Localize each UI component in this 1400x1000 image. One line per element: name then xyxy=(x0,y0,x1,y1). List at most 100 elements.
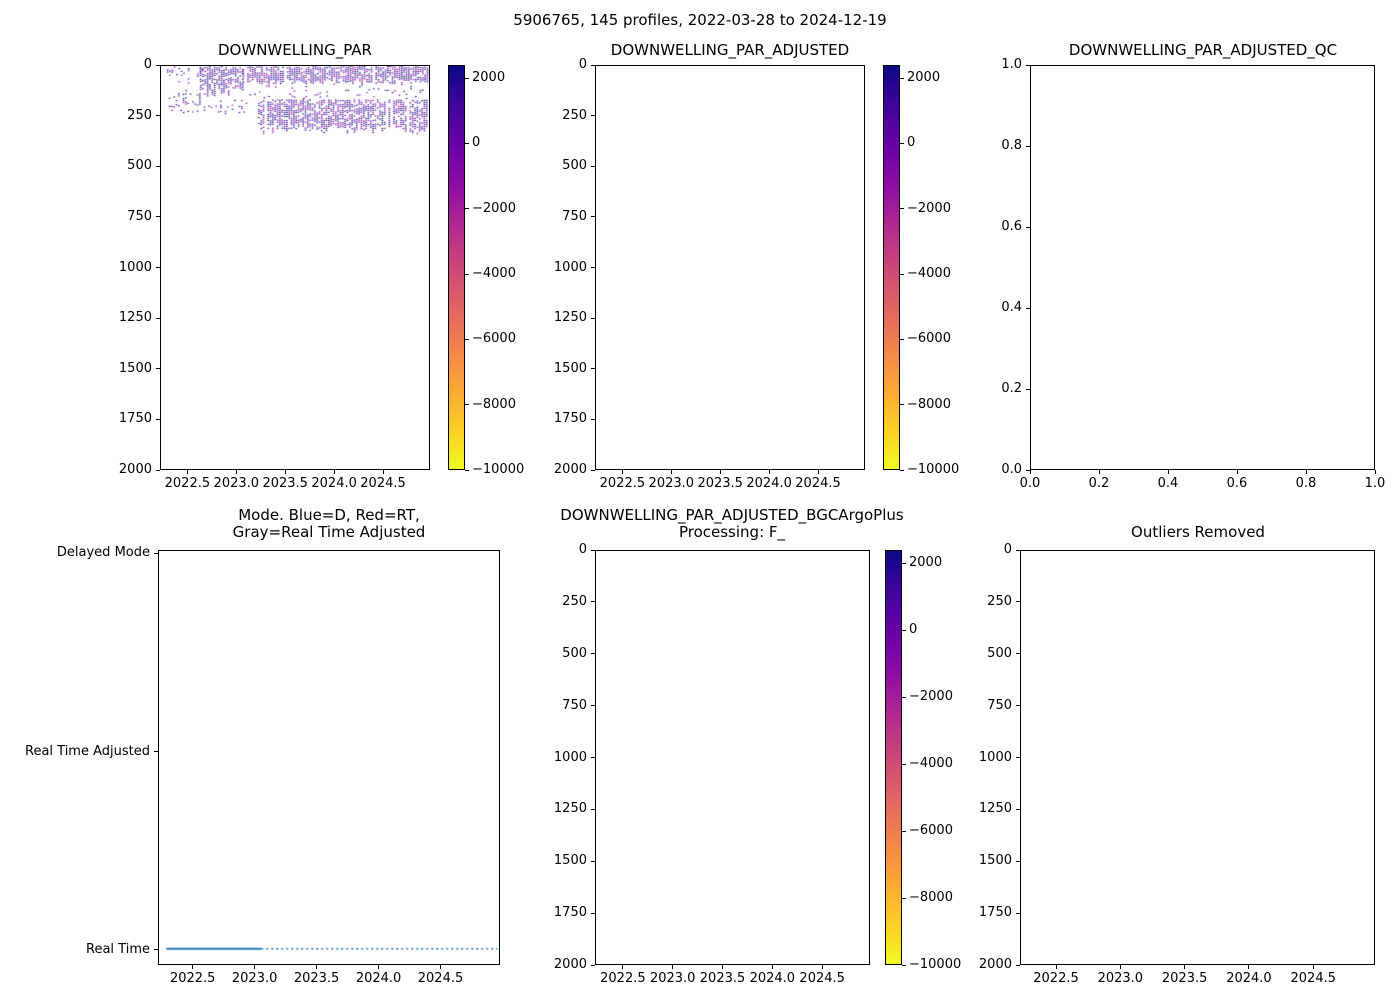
y-tick-mark xyxy=(591,653,595,655)
y-tick-mark xyxy=(591,115,595,117)
y-tick-mark xyxy=(1016,808,1020,810)
y-tick-mark xyxy=(1016,912,1020,914)
plot-area-downwelling-par-adjusted xyxy=(595,65,865,470)
subplot-title: DOWNWELLING_PAR_ADJUSTED_BGCArgoPlus Pro… xyxy=(432,507,1032,541)
y-tick-mark xyxy=(154,552,158,554)
colorbar-tick-mark xyxy=(902,696,906,698)
y-tick-mark xyxy=(1016,705,1020,707)
y-tick-mark xyxy=(154,949,158,951)
colorbar-tick-mark xyxy=(900,338,904,340)
subplot-title: DOWNWELLING_PAR xyxy=(218,41,372,59)
x-tick-mark xyxy=(254,965,256,969)
y-tick-mark xyxy=(156,317,160,319)
y-tick-mark xyxy=(154,751,158,753)
y-tick-label: 1500 xyxy=(978,853,1012,869)
x-tick-label: 0.8 xyxy=(1295,476,1317,491)
y-tick-label: 250 xyxy=(562,107,587,123)
y-tick-label: 1750 xyxy=(553,905,587,921)
y-tick-mark xyxy=(591,912,595,914)
x-tick-mark xyxy=(622,965,624,969)
y-tick-mark xyxy=(1016,964,1020,966)
y-tick-label: 0.2 xyxy=(1001,381,1022,396)
y-tick-mark xyxy=(591,808,595,810)
y-tick-label: 1500 xyxy=(118,360,152,376)
colorbar-tick-label: −2000 xyxy=(472,200,516,216)
x-tick-mark xyxy=(1098,470,1100,474)
colorbar-tick-label: −6000 xyxy=(907,331,951,347)
colorbar-tick-label: 2000 xyxy=(472,70,506,86)
x-tick-label: 2024.5 xyxy=(1290,971,1337,986)
colorbar-tick-label: −2000 xyxy=(907,200,951,216)
y-tick-label: 1.0 xyxy=(1001,57,1022,72)
x-tick-mark xyxy=(1312,965,1314,969)
y-tick-mark xyxy=(156,64,160,66)
y-tick-label: 1000 xyxy=(553,259,587,275)
y-tick-label: 1000 xyxy=(978,749,1012,765)
x-tick-mark xyxy=(621,470,623,474)
y-tick-label: 2000 xyxy=(553,462,587,477)
colorbar-tick-label: −8000 xyxy=(909,890,953,906)
x-tick-label: 2023.0 xyxy=(213,476,260,491)
y-tick-mark xyxy=(591,705,595,707)
y-tick-label: 1250 xyxy=(118,310,152,326)
subplot-title-line: Mode. Blue=D, Red=RT, xyxy=(238,506,420,524)
y-tick-label: 1250 xyxy=(553,310,587,326)
x-tick-mark xyxy=(1184,965,1186,969)
x-tick-label: 2022.5 xyxy=(600,971,646,986)
subplot-title-line: Gray=Real Time Adjusted xyxy=(232,523,426,541)
y-tick-mark xyxy=(591,549,595,551)
y-tick-label: 500 xyxy=(987,645,1012,661)
plot-area-mode xyxy=(158,550,500,965)
x-tick-label: 1.0 xyxy=(1364,476,1386,491)
y-tick-label: 2000 xyxy=(978,957,1012,972)
x-tick-mark xyxy=(192,965,194,969)
colorbar-tick-label: −6000 xyxy=(472,331,516,347)
y-tick-label: 750 xyxy=(127,208,152,224)
colorbar-tick-mark xyxy=(465,469,469,471)
x-tick-label: 2024.0 xyxy=(749,971,796,986)
colorbar-tick-mark xyxy=(465,273,469,275)
colorbar-tick-label: −4000 xyxy=(907,266,951,282)
x-tick-mark xyxy=(186,470,188,474)
y-tick-mark xyxy=(1026,307,1030,309)
y-tick-label: 500 xyxy=(127,158,152,174)
x-tick-label: 2024.5 xyxy=(799,971,845,986)
y-tick-label: 1000 xyxy=(118,259,152,275)
x-tick-mark xyxy=(1055,965,1057,969)
y-tick-label: 0 xyxy=(578,542,587,557)
y-tick-mark xyxy=(156,216,160,218)
plot-area-downwelling-par-adjusted-qc xyxy=(1030,65,1375,470)
y-tick-mark xyxy=(591,418,595,420)
y-tick-mark xyxy=(591,165,595,167)
y-tick-label: 1000 xyxy=(553,749,587,765)
y-tick-mark xyxy=(156,469,160,471)
y-tick-mark xyxy=(156,165,160,167)
x-tick-label: 2022.5 xyxy=(164,476,211,491)
x-tick-mark xyxy=(719,470,721,474)
x-tick-label: 2023.5 xyxy=(262,476,308,491)
x-tick-label: 2022.5 xyxy=(169,971,216,986)
colorbar-tick-mark xyxy=(465,208,469,210)
y-tick-mark xyxy=(156,368,160,370)
y-tick-mark xyxy=(1026,226,1030,228)
colorbar-tick-mark xyxy=(902,830,906,832)
colorbar-tick-mark xyxy=(902,897,906,899)
colorbar xyxy=(883,65,900,470)
y-tick-label: 1750 xyxy=(118,411,152,427)
subplot-title: Mode. Blue=D, Red=RT, Gray=Real Time Adj… xyxy=(29,507,629,541)
x-tick-mark xyxy=(1029,470,1031,474)
x-tick-label: 0.2 xyxy=(1088,476,1110,491)
x-tick-mark xyxy=(722,965,724,969)
y-tick-label: 1250 xyxy=(553,801,587,817)
y-tick-label: 0.4 xyxy=(1001,300,1022,315)
x-tick-mark xyxy=(316,965,318,969)
x-tick-label: 2024.5 xyxy=(795,476,841,491)
x-tick-mark xyxy=(333,470,335,474)
x-tick-mark xyxy=(817,470,819,474)
y-tick-label: 750 xyxy=(562,697,587,713)
x-tick-label: 2024.0 xyxy=(311,476,357,491)
x-tick-label: 2022.5 xyxy=(1033,971,1079,986)
x-tick-label: 2023.5 xyxy=(699,971,746,986)
y-tick-label: 1500 xyxy=(553,853,587,869)
colorbar-tick-label: −8000 xyxy=(907,396,951,412)
